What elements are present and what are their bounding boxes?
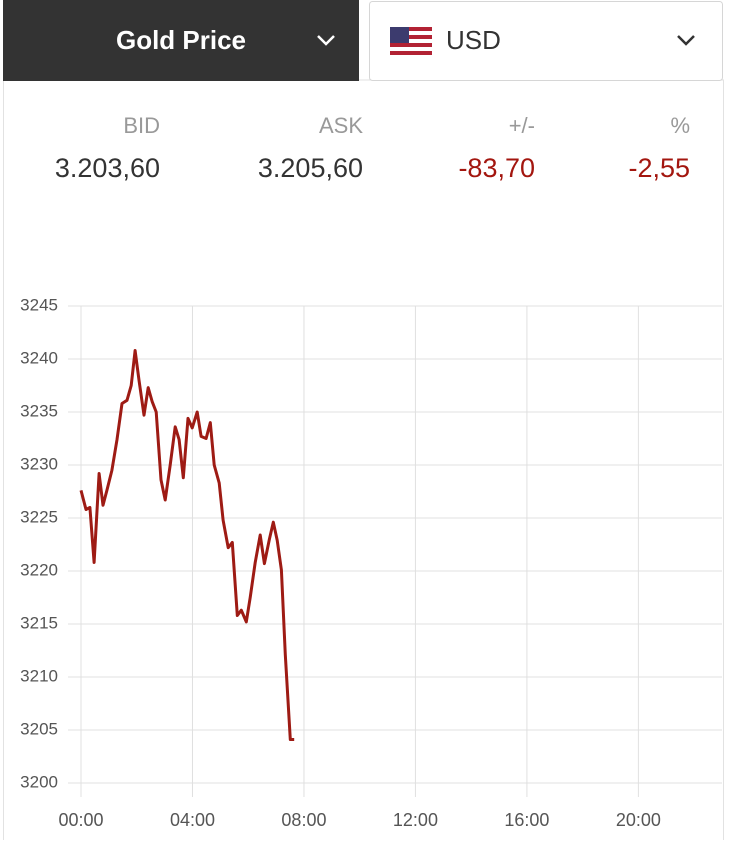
y-tick-label: 3240	[20, 348, 58, 367]
quote-value: 3.203,60	[55, 153, 160, 183]
product-label: Gold Price	[116, 25, 246, 55]
us-flag	[390, 27, 432, 55]
x-tick-label: 12:00	[393, 810, 438, 830]
x-tick-label: 00:00	[58, 810, 103, 830]
x-tick-label: 08:00	[281, 810, 326, 830]
y-tick-label: 3235	[20, 401, 58, 420]
y-tick-label: 3230	[20, 454, 58, 473]
price-line	[79, 349, 295, 741]
y-tick-label: 3245	[20, 295, 58, 314]
currency-button[interactable]	[369, 1, 723, 81]
quote-value: -2,55	[628, 153, 690, 183]
chevron	[677, 35, 695, 46]
quote-label: %	[670, 113, 690, 138]
x-tick-label: 20:00	[616, 810, 661, 830]
currency-label: USD	[446, 25, 501, 55]
quote-table: BID 3.203,60 ASK 3.205,60 +/- -83,70% -2,55	[55, 113, 690, 183]
product-button[interactable]	[3, 0, 359, 81]
quote-label: +/-	[509, 113, 535, 138]
frame	[3, 79, 724, 845]
chart: 3200 3205 3210 3215 3220 3225 3230 3235 3240 3245…	[20, 295, 722, 830]
quote-label: BID	[123, 113, 160, 138]
y-tick-label: 3215	[20, 613, 58, 632]
chevron	[317, 35, 335, 46]
x-tick-label: 04:00	[170, 810, 215, 830]
quote-value: 3.205,60	[258, 153, 363, 183]
currency-selector[interactable]: USD	[369, 1, 723, 81]
product-selector[interactable]: Gold Price	[3, 0, 359, 81]
x-tick-label: 16:00	[504, 810, 549, 830]
y-tick-label: 3205	[20, 719, 58, 738]
y-tick-label: 3210	[20, 666, 58, 685]
y-tick-label: 3220	[20, 560, 58, 579]
y-tick-label: 3200	[20, 772, 58, 791]
quote-label: ASK	[319, 113, 363, 138]
quote-value: -83,70	[458, 153, 535, 183]
y-tick-label: 3225	[20, 507, 58, 526]
